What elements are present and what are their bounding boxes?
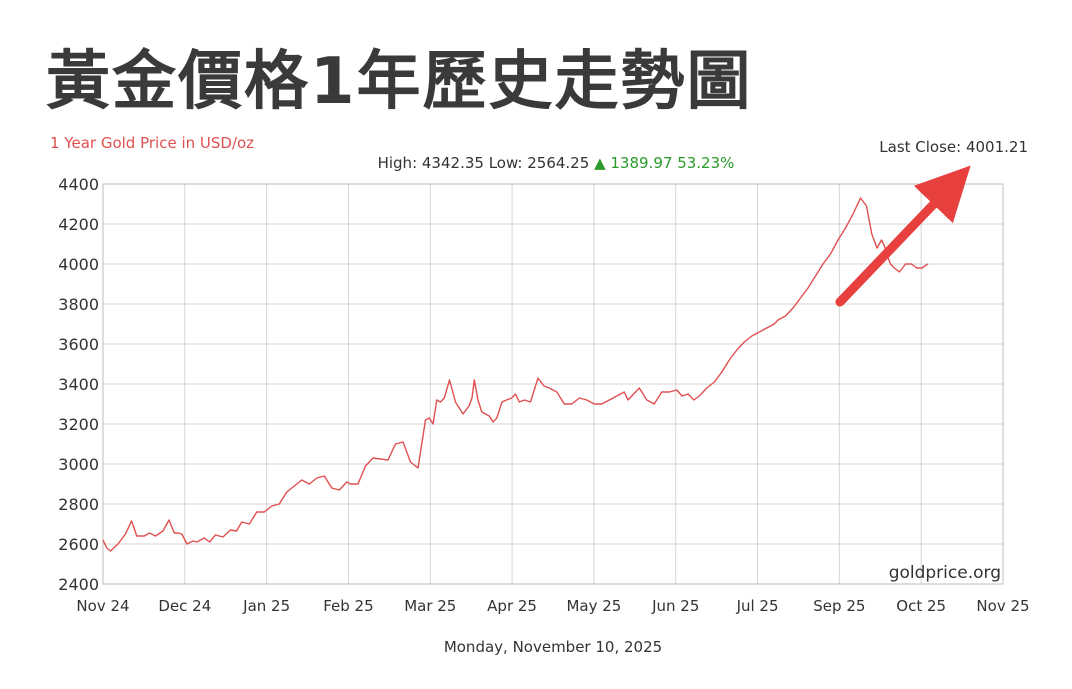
x-tick-label: Nov 24 — [76, 597, 129, 615]
y-tick-label: 2400 — [58, 575, 99, 594]
date-label: Monday, November 10, 2025 — [444, 638, 662, 656]
x-tick-label: Jul 25 — [736, 597, 779, 615]
chart-title: 1 Year Gold Price in USD/oz — [50, 134, 254, 152]
y-tick-label: 4200 — [58, 215, 99, 234]
y-tick-label: 3000 — [58, 455, 99, 474]
highlight-arrow-icon — [835, 165, 971, 307]
x-axis-ticks: Nov 24 Dec 24 Jan 25 Feb 25 Mar 25 Apr 25 May … — [76, 597, 1029, 615]
x-tick-label: May 25 — [566, 597, 621, 615]
y-axis-ticks: 2400 2600 2800 3000 3200 3400 3600 3800 4000 4200… — [58, 175, 99, 594]
stat-change: 1389.97 53.23% — [610, 154, 734, 172]
x-tick-label: Oct 25 — [896, 597, 946, 615]
up-triangle-icon: ▲ — [594, 154, 606, 172]
y-tick-label: 3200 — [58, 415, 99, 434]
stats-line: High: 4342.35 Low: 2564.25 ▲ 1389.97 53.… — [378, 154, 735, 172]
y-tick-label: 2800 — [58, 495, 99, 514]
y-tick-label: 3800 — [58, 295, 99, 314]
y-tick-label: 3600 — [58, 335, 99, 354]
y-tick-label: 2600 — [58, 535, 99, 554]
y-tick-label: 4000 — [58, 255, 99, 274]
last-close-label: Last Close: 4001.21 — [879, 138, 1028, 156]
x-tick-label: Dec 24 — [158, 597, 211, 615]
y-tick-label: 4400 — [58, 175, 99, 194]
stat-high: High: 4342.35 — [378, 154, 484, 172]
x-tick-label: Jun 25 — [651, 597, 699, 615]
x-tick-label: Mar 25 — [404, 597, 456, 615]
x-tick-label: Feb 25 — [323, 597, 373, 615]
page-headline: 黃金價格1年歷史走勢圖 — [46, 45, 753, 119]
source-watermark: goldprice.org — [889, 563, 1001, 583]
plot-area-border — [102, 183, 1004, 585]
gold-price-line — [102, 197, 929, 552]
y-tick-label: 3400 — [58, 375, 99, 394]
chart-grid — [102, 183, 1004, 585]
x-tick-label: Nov 25 — [976, 597, 1029, 615]
stat-low: Low: 2564.25 — [489, 154, 590, 172]
x-tick-label: Jan 25 — [242, 597, 290, 615]
x-tick-label: Sep 25 — [813, 597, 865, 615]
x-tick-label: Apr 25 — [487, 597, 537, 615]
